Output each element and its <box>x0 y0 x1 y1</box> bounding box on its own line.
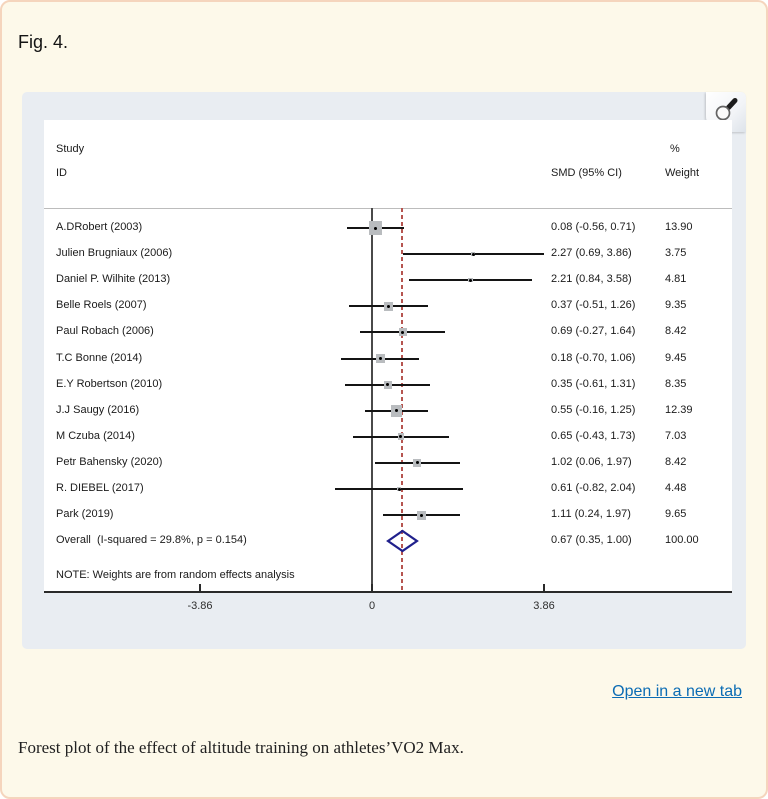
column-header-weight: Weight <box>665 167 700 179</box>
weight-value: 8.42 <box>665 455 687 468</box>
study-label: Daniel P. Wilhite (2013) <box>56 273 171 286</box>
study-label: Belle Roels (2007) <box>56 299 147 312</box>
weight-value: 13.90 <box>665 221 693 233</box>
weight-value: 3.75 <box>665 247 687 260</box>
axis-tick <box>199 584 201 591</box>
study-label: Park (2019) <box>56 508 114 521</box>
forest-plot-image[interactable]: Study ID % SMD (95% CI) Weight NOTE: Wei… <box>44 120 732 593</box>
effect-dot <box>468 278 472 282</box>
effect-dot <box>419 513 423 517</box>
effect-dot <box>386 383 390 387</box>
weight-value: 8.42 <box>665 325 687 338</box>
study-label: Julien Brugniaux (2006) <box>56 247 173 260</box>
smd-value: 0.37 (-0.51, 1.26) <box>551 299 636 312</box>
axis-tick-label: 3.86 <box>533 600 555 612</box>
weight-value: 4.81 <box>665 273 687 286</box>
smd-value: 1.11 (0.24, 1.97) <box>551 508 631 521</box>
axis-tick-label: 0 <box>368 600 376 612</box>
weights-note: NOTE: Weights are from random effects an… <box>56 569 295 581</box>
weight-value: 9.45 <box>665 351 687 364</box>
x-axis-line <box>44 591 732 593</box>
open-in-new-tab-link[interactable]: Open in a new tab <box>612 683 742 700</box>
study-label: M Czuba (2014) <box>56 429 135 442</box>
overall-effect-line <box>400 208 403 591</box>
figure-panel: Study ID % SMD (95% CI) Weight NOTE: Wei… <box>22 92 746 649</box>
smd-value: 2.27 (0.69, 3.86) <box>551 247 632 260</box>
axis-tick <box>543 584 545 591</box>
smd-value: 2.21 (0.84, 3.58) <box>551 273 632 286</box>
magnifier-icon <box>712 96 740 129</box>
effect-dot <box>415 461 419 465</box>
figure-caption: Forest plot of the effect of altitude tr… <box>18 738 464 757</box>
weight-value: 4.48 <box>665 482 687 494</box>
weight-value: 9.65 <box>665 508 687 521</box>
column-header-smd: SMD (95% CI) <box>551 167 622 179</box>
study-label: A.DRobert (2003) <box>56 221 143 233</box>
weight-value: 12.39 <box>665 403 693 416</box>
effect-dot <box>399 435 403 439</box>
overall-weight: 100.00 <box>665 534 699 547</box>
effect-dot <box>386 304 390 308</box>
figure-label: Fig. 4. <box>18 32 69 52</box>
smd-value: 0.35 (-0.61, 1.31) <box>551 377 636 390</box>
header-divider <box>44 208 732 209</box>
study-label: E.Y Robertson (2010) <box>56 377 163 390</box>
effect-dot <box>374 226 378 230</box>
weight-value: 9.35 <box>665 299 687 312</box>
axis-tick <box>371 584 373 591</box>
smd-value: 0.61 (-0.82, 2.04) <box>551 482 636 494</box>
effect-dot <box>397 487 401 491</box>
smd-value: 0.65 (-0.43, 1.73) <box>551 429 636 442</box>
study-label: J.J Saugy (2016) <box>56 403 140 416</box>
study-label: Paul Robach (2006) <box>56 325 154 338</box>
study-label: R. DIEBEL (2017) <box>56 482 144 494</box>
overall-smd: 0.67 (0.35, 1.00) <box>551 534 632 547</box>
study-label: Petr Bahensky (2020) <box>56 455 163 468</box>
study-label: T.C Bonne (2014) <box>56 351 143 364</box>
weight-value: 7.03 <box>665 429 687 442</box>
overall-diamond <box>385 529 419 553</box>
effect-dot <box>378 357 382 360</box>
effect-dot <box>395 409 398 413</box>
zero-reference-line <box>371 208 373 591</box>
smd-value: 0.69 (-0.27, 1.64) <box>551 325 636 338</box>
weight-value: 8.35 <box>665 377 687 390</box>
smd-value: 0.08 (-0.56, 0.71) <box>551 221 636 233</box>
effect-dot <box>401 330 405 334</box>
axis-tick-label: -3.86 <box>187 600 213 612</box>
column-header-id: ID <box>56 167 67 179</box>
effect-dot <box>471 252 475 256</box>
column-header-study: Study <box>56 143 85 155</box>
overall-label: Overall (I-squared = 29.8%, p = 0.154) <box>56 534 247 547</box>
smd-value: 0.18 (-0.70, 1.06) <box>551 351 636 364</box>
column-header-percent: % <box>670 143 680 155</box>
smd-value: 0.55 (-0.16, 1.25) <box>551 403 636 416</box>
smd-value: 1.02 (0.06, 1.97) <box>551 455 632 468</box>
